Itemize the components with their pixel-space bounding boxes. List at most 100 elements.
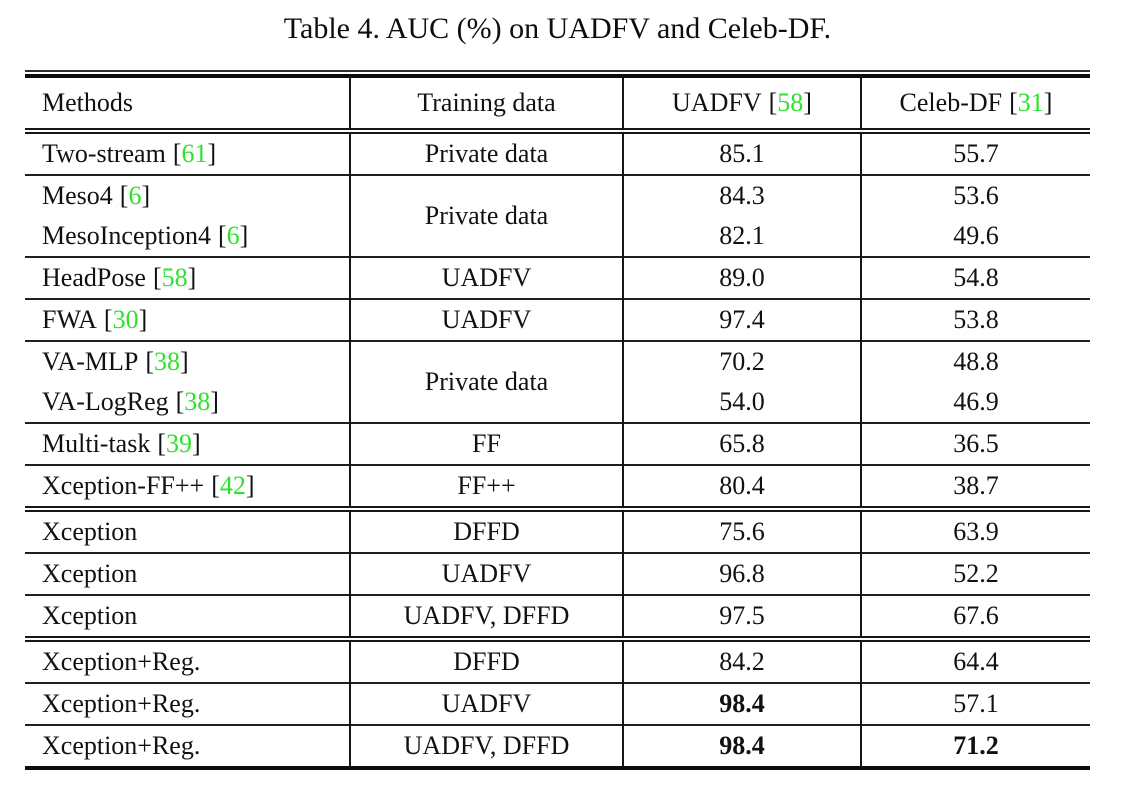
celebdf-value-cell: 49.6 bbox=[860, 216, 1090, 257]
citation-number: 42 bbox=[219, 470, 246, 500]
uadfv-value-cell: 54.0 bbox=[622, 382, 861, 423]
table-row: Xception DFFD 75.6 63.9 bbox=[25, 509, 1090, 553]
celebdf-value-cell: 53.8 bbox=[860, 299, 1090, 341]
uadfv-value-cell: 70.2 bbox=[622, 341, 861, 382]
uadfv-value-cell: 75.6 bbox=[622, 509, 861, 553]
citation-number: 58 bbox=[161, 262, 188, 292]
table-row: Xception+Reg. UADFV 98.4 57.1 bbox=[25, 683, 1090, 725]
results-table: Methods Training data UADFV [58] Celeb-DF… bbox=[25, 78, 1090, 770]
uadfv-value-cell: 96.8 bbox=[622, 553, 861, 595]
method-name: Two-stream bbox=[42, 138, 166, 168]
celebdf-value-cell: 48.8 bbox=[860, 341, 1090, 382]
training-data-cell: Private data bbox=[349, 175, 623, 257]
header-row: Methods Training data UADFV [58] Celeb-DF… bbox=[25, 78, 1090, 134]
uadfv-value-cell: 89.0 bbox=[622, 257, 861, 299]
celebdf-value-cell: 52.2 bbox=[860, 553, 1090, 595]
table-row: HeadPose [58] UADFV 89.0 54.8 bbox=[25, 257, 1090, 299]
citation-number: 38 bbox=[184, 386, 211, 416]
method-cell: FWA [30] bbox=[25, 299, 350, 341]
section-xception-reg: Xception+Reg. DFFD 84.2 64.4 Xception+Re… bbox=[25, 639, 1090, 768]
uadfv-value-cell: 84.2 bbox=[622, 639, 861, 683]
table-header: Methods Training data UADFV [58] Celeb-DF… bbox=[25, 78, 1090, 134]
method-cell: Meso4 [6] bbox=[25, 175, 350, 216]
table-row: VA-MLP [38] Private data 70.2 48.8 bbox=[25, 341, 1090, 423]
method-cell: HeadPose [58] bbox=[25, 257, 350, 299]
training-data-cell: Private data bbox=[349, 131, 623, 175]
celebdf-value-cell: 67.6 bbox=[860, 595, 1090, 639]
method-name: Meso4 bbox=[42, 180, 113, 210]
citation-number: 38 bbox=[154, 346, 180, 376]
training-data-cell: UADFV bbox=[349, 299, 623, 341]
table-row: Xception UADFV 96.8 52.2 bbox=[25, 553, 1090, 595]
celebdf-value-cell-best: 71.2 bbox=[860, 725, 1090, 768]
header-methods-label: Methods bbox=[42, 87, 133, 117]
training-data-cell: FF++ bbox=[349, 465, 623, 509]
table-row: VA-LogReg [38] 54.0 46.9 bbox=[25, 382, 1090, 423]
celebdf-value-cell: 53.6 bbox=[860, 175, 1090, 216]
uadfv-value-cell-best: 98.4 bbox=[622, 725, 861, 768]
celebdf-value-cell: 54.8 bbox=[860, 257, 1090, 299]
citation-number: 6 bbox=[128, 180, 142, 210]
citation: [58] bbox=[152, 262, 197, 292]
header-celebdf-label: Celeb-DF bbox=[899, 87, 1003, 117]
citation-number: 61 bbox=[181, 138, 208, 168]
table-row: Xception-FF++ [42] FF++ 80.4 38.7 bbox=[25, 465, 1090, 509]
uadfv-value-cell: 97.5 bbox=[622, 595, 861, 639]
celebdf-value-cell: 63.9 bbox=[860, 509, 1090, 553]
section-prior-methods: Two-stream [61] Private data 85.1 55.7 Me… bbox=[25, 131, 1090, 509]
method-name: VA-MLP bbox=[42, 346, 139, 376]
training-data-cell: FF bbox=[349, 423, 623, 465]
header-training-label: Training data bbox=[417, 87, 556, 117]
citation-number: 31 bbox=[1017, 87, 1044, 117]
citation: [38] bbox=[145, 346, 189, 376]
training-data-cell: UADFV bbox=[349, 683, 623, 725]
header-methods: Methods bbox=[25, 78, 350, 134]
section-xception: Xception DFFD 75.6 63.9 Xception UADFV 9… bbox=[25, 509, 1090, 639]
method-cell: Xception+Reg. bbox=[42, 730, 201, 760]
training-data-cell: DFFD bbox=[349, 639, 623, 683]
method-name: MesoInception4 bbox=[42, 220, 211, 250]
citation: [42] bbox=[211, 470, 255, 500]
method-cell: VA-MLP [38] bbox=[25, 341, 350, 382]
training-data-cell: Private data bbox=[349, 341, 623, 423]
table-row: Xception UADFV, DFFD 97.5 67.6 bbox=[25, 595, 1090, 639]
table-row: MesoInception4 [6] 82.1 49.6 bbox=[25, 216, 1090, 257]
celebdf-value-cell: 55.7 bbox=[860, 131, 1090, 175]
training-data-cell: DFFD bbox=[349, 509, 623, 553]
method-cell: VA-LogReg [38] bbox=[25, 382, 350, 423]
table-row: Xception+Reg. UADFV, DFFD 98.4 71.2 bbox=[25, 725, 1090, 768]
uadfv-value-cell: 82.1 bbox=[622, 216, 861, 257]
celebdf-value-cell: 38.7 bbox=[860, 465, 1090, 509]
results-table-wrapper: Methods Training data UADFV [58] Celeb-DF… bbox=[25, 70, 1090, 770]
uadfv-value-cell: 65.8 bbox=[622, 423, 861, 465]
header-celebdf: Celeb-DF [31] bbox=[860, 78, 1090, 134]
uadfv-value-cell: 85.1 bbox=[622, 131, 861, 175]
method-cell: Xception-FF++ [42] bbox=[25, 465, 350, 509]
header-uadfv-label: UADFV bbox=[672, 87, 762, 117]
training-data-cell: UADFV, DFFD bbox=[349, 595, 623, 639]
method-cell: Xception bbox=[42, 558, 138, 588]
method-cell: Two-stream [61] bbox=[25, 131, 350, 175]
table-row: Multi-task [39] FF 65.8 36.5 bbox=[25, 423, 1090, 465]
method-cell: Xception+Reg. bbox=[42, 688, 201, 718]
table-row: FWA [30] UADFV 97.4 53.8 bbox=[25, 299, 1090, 341]
method-cell: Multi-task [39] bbox=[25, 423, 350, 465]
method-cell: Xception bbox=[42, 516, 138, 546]
uadfv-value-cell: 80.4 bbox=[622, 465, 861, 509]
method-name: VA-LogReg bbox=[42, 386, 169, 416]
celebdf-value-cell: 36.5 bbox=[860, 423, 1090, 465]
citation-number: 6 bbox=[226, 220, 240, 250]
header-training-data: Training data bbox=[349, 78, 623, 134]
table-row: Two-stream [61] Private data 85.1 55.7 bbox=[25, 131, 1090, 175]
method-cell: Xception bbox=[42, 600, 138, 630]
citation: [38] bbox=[175, 386, 219, 416]
citation: [58] bbox=[768, 87, 812, 117]
method-name: Multi-task bbox=[42, 428, 151, 458]
table-caption: Table 4. AUC (%) on UADFV and Celeb-DF. bbox=[283, 12, 832, 45]
table-row: Xception+Reg. DFFD 84.2 64.4 bbox=[25, 639, 1090, 683]
celebdf-value-cell: 64.4 bbox=[860, 639, 1090, 683]
training-data-cell: UADFV, DFFD bbox=[349, 725, 623, 768]
citation-number: 30 bbox=[112, 304, 139, 334]
citation: [6] bbox=[119, 180, 151, 210]
